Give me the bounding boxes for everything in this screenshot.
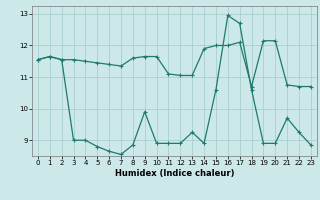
- X-axis label: Humidex (Indice chaleur): Humidex (Indice chaleur): [115, 169, 234, 178]
